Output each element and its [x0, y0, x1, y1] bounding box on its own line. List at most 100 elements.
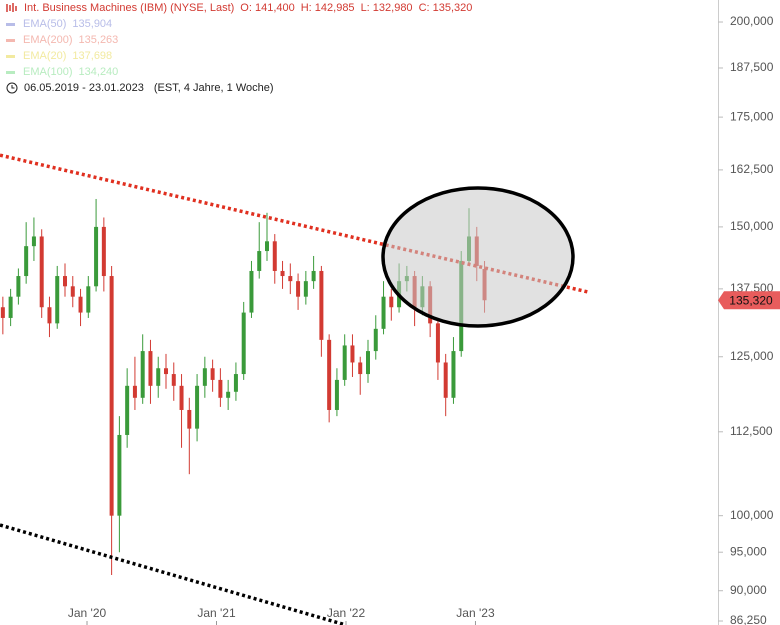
candle-body	[164, 368, 169, 375]
legend-swatch	[6, 54, 15, 58]
legend-swatch	[6, 38, 15, 42]
candle-body	[86, 286, 91, 313]
y-tick-label: 125,000	[730, 349, 774, 363]
candle-body	[39, 236, 44, 308]
candle-body	[241, 312, 246, 375]
y-tick-label: 200,000	[730, 14, 774, 28]
legend-name: EMA(50)	[23, 18, 67, 30]
candle-body	[435, 323, 440, 363]
title: Int. Business Machines (IBM) (NYSE, Last…	[24, 2, 235, 14]
candle-body	[373, 328, 378, 352]
open: O: 141,400	[240, 2, 295, 14]
legend-swatch	[6, 22, 15, 26]
candle-body	[63, 276, 68, 287]
candle-body	[140, 351, 145, 398]
legend-swatch	[6, 70, 15, 74]
header: Int. Business Machines (IBM) (NYSE, Last…	[0, 0, 472, 96]
candle-body	[451, 351, 456, 398]
candle-body	[210, 368, 215, 380]
y-tick-label: 175,000	[730, 109, 774, 123]
legend-value: 135,904	[72, 18, 113, 30]
candle-body	[171, 374, 176, 386]
candle-body	[288, 276, 293, 282]
y-tick-label: 86,250	[730, 613, 767, 625]
candle-body	[249, 270, 254, 313]
candle-body	[365, 351, 370, 375]
legend-item: EMA(20) 137,698	[0, 48, 472, 64]
plot: 200,000187,500175,000162,500150,000137,5…	[0, 14, 780, 625]
high: H: 142,985	[300, 2, 355, 14]
x-tick-label: Jan '21	[197, 606, 236, 620]
x-tick-label: Jan '20	[68, 606, 107, 620]
candle-body	[156, 368, 161, 386]
candle-body	[327, 339, 332, 410]
candle-body	[195, 385, 200, 429]
candle-body	[389, 296, 394, 308]
candle-body	[443, 362, 448, 398]
legend-value: 134,240	[78, 66, 119, 78]
candle-body	[0, 307, 5, 318]
legend-name: EMA(200)	[23, 34, 73, 46]
candle-body	[47, 307, 52, 324]
candle-body	[226, 391, 231, 398]
y-tick-label: 150,000	[730, 219, 774, 233]
title-row: Int. Business Machines (IBM) (NYSE, Last…	[0, 0, 472, 16]
legend-name: EMA(20)	[23, 50, 67, 62]
legend-item: EMA(100) 134,240	[0, 64, 472, 80]
candle-body	[303, 281, 308, 297]
candle-body	[350, 345, 355, 363]
trendline	[0, 153, 589, 294]
y-tick-label: 162,500	[730, 162, 774, 176]
legend-item: EMA(200) 135,263	[0, 32, 472, 48]
candle-body	[16, 276, 21, 297]
candle-body	[8, 296, 13, 318]
candle-body	[117, 434, 122, 516]
candle-body	[187, 409, 192, 429]
candle-body	[148, 351, 153, 386]
date-row: 06.05.2019 - 23.01.2023 (EST, 4 Jahre, 1…	[0, 80, 472, 96]
highlight-ellipse	[381, 186, 575, 328]
candle-body	[358, 362, 363, 375]
candle-body	[55, 276, 60, 324]
trendline	[0, 523, 346, 625]
legend-value: 135,263	[78, 34, 119, 46]
y-tick-label: 95,000	[730, 544, 767, 558]
candle-body	[125, 385, 130, 435]
candle-body	[334, 379, 339, 410]
candle-body	[265, 241, 270, 252]
candle-body	[311, 270, 316, 282]
y-tick-label: 112,500	[730, 424, 773, 438]
last-price-badge	[718, 291, 780, 310]
clock-icon	[6, 82, 18, 94]
candle-body	[24, 246, 29, 277]
candle-icon	[6, 3, 17, 12]
candle-body	[70, 286, 75, 297]
x-tick-label: Jan '23	[456, 606, 495, 620]
legend-item: EMA(50) 135,904	[0, 16, 472, 32]
y-tick-label: 90,000	[730, 583, 767, 597]
date-note: (EST, 4 Jahre, 1 Woche)	[153, 82, 274, 94]
candle-body	[78, 296, 83, 313]
last-price-label: 135,320	[729, 293, 773, 307]
candle-body	[272, 241, 277, 271]
low: L: 132,980	[360, 2, 413, 14]
candle-body	[319, 270, 324, 340]
candle-body	[109, 276, 114, 516]
candle-body	[202, 368, 207, 386]
candle-body	[381, 296, 386, 329]
candle-body	[179, 385, 184, 410]
candle-body	[342, 345, 347, 380]
y-tick-label: 187,500	[730, 60, 774, 74]
x-tick-label: Jan '22	[327, 606, 366, 620]
candle-body	[31, 236, 36, 247]
y-tick-label: 100,000	[730, 508, 774, 522]
close: C: 135,320	[418, 2, 473, 14]
candle-body	[280, 270, 285, 277]
candle-body	[296, 281, 301, 297]
legend-value: 137,698	[72, 50, 113, 62]
candle-body	[94, 226, 99, 287]
candle-body	[132, 385, 137, 398]
date-range: 06.05.2019 - 23.01.2023	[24, 82, 144, 94]
legend-name: EMA(100)	[23, 66, 73, 78]
